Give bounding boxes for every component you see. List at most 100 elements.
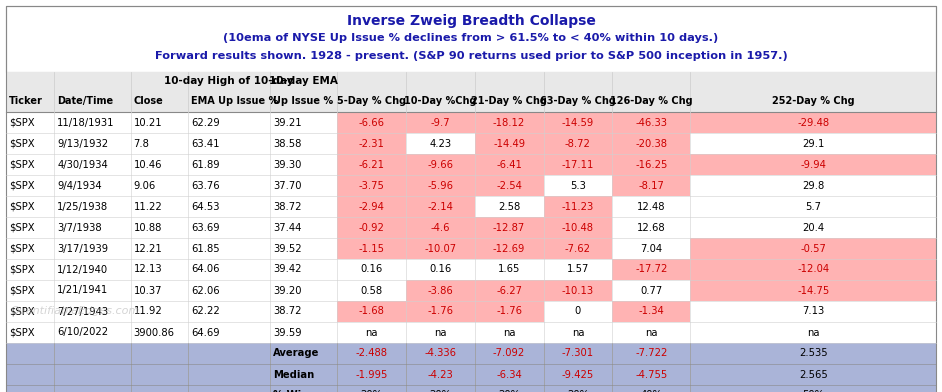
- Text: Median: Median: [273, 370, 315, 379]
- Bar: [6, 280, 936, 301]
- Bar: [544, 259, 612, 280]
- Text: 12.21: 12.21: [134, 243, 162, 254]
- Text: 7.8: 7.8: [134, 138, 150, 149]
- Text: -3.75: -3.75: [359, 180, 384, 191]
- Text: -29.48: -29.48: [797, 118, 829, 127]
- Text: -17.11: -17.11: [561, 160, 594, 169]
- Text: -5.96: -5.96: [428, 180, 453, 191]
- Bar: [612, 133, 690, 154]
- Text: 64.53: 64.53: [191, 201, 219, 212]
- Bar: [544, 112, 612, 133]
- Text: % Winners: % Winners: [273, 390, 333, 392]
- Text: -8.17: -8.17: [639, 180, 664, 191]
- Text: 5.7: 5.7: [805, 201, 821, 212]
- Text: 64.06: 64.06: [191, 265, 219, 274]
- Text: 1/12/1940: 1/12/1940: [57, 265, 108, 274]
- Bar: [475, 322, 544, 343]
- Bar: [612, 322, 690, 343]
- Text: 9/4/1934: 9/4/1934: [57, 180, 102, 191]
- Bar: [406, 259, 475, 280]
- Text: -12.69: -12.69: [493, 243, 526, 254]
- Text: 10.37: 10.37: [134, 285, 162, 296]
- Text: na: na: [645, 327, 658, 338]
- Text: 39.42: 39.42: [273, 265, 301, 274]
- Bar: [544, 280, 612, 301]
- Text: na: na: [503, 327, 515, 338]
- Text: Average: Average: [273, 348, 319, 359]
- Bar: [690, 154, 936, 175]
- Bar: [690, 322, 936, 343]
- Bar: [406, 301, 475, 322]
- Text: 50%: 50%: [803, 390, 824, 392]
- Text: -4.23: -4.23: [428, 370, 453, 379]
- Text: -7.301: -7.301: [561, 348, 594, 359]
- Bar: [612, 280, 690, 301]
- Bar: [690, 196, 936, 217]
- Text: -9.425: -9.425: [561, 370, 594, 379]
- Bar: [337, 217, 406, 238]
- Bar: [612, 238, 690, 259]
- Bar: [612, 112, 690, 133]
- Text: na: na: [434, 327, 447, 338]
- Bar: [612, 301, 690, 322]
- Text: -10.13: -10.13: [561, 285, 594, 296]
- Bar: [406, 238, 475, 259]
- Text: 4.23: 4.23: [430, 138, 451, 149]
- Text: 63.76: 63.76: [191, 180, 219, 191]
- Text: -2.14: -2.14: [428, 201, 453, 212]
- Text: 62.06: 62.06: [191, 285, 219, 296]
- Bar: [6, 343, 936, 364]
- Bar: [6, 322, 936, 343]
- Text: -2.31: -2.31: [359, 138, 384, 149]
- Bar: [406, 280, 475, 301]
- Text: -14.49: -14.49: [493, 138, 526, 149]
- Text: 10-Day %Chg: 10-Day %Chg: [404, 96, 477, 106]
- Text: $SPX: $SPX: [9, 243, 35, 254]
- Bar: [6, 154, 936, 175]
- Text: 20%: 20%: [498, 390, 520, 392]
- Bar: [6, 196, 936, 217]
- Bar: [6, 364, 936, 385]
- Bar: [337, 133, 406, 154]
- Text: 11.22: 11.22: [134, 201, 162, 212]
- Text: 6/10/2022: 6/10/2022: [57, 327, 108, 338]
- Text: -8.72: -8.72: [565, 138, 591, 149]
- Text: -2.54: -2.54: [496, 180, 522, 191]
- Text: na: na: [365, 327, 378, 338]
- Text: 10.46: 10.46: [134, 160, 162, 169]
- Text: na: na: [807, 327, 820, 338]
- Text: -0.57: -0.57: [801, 243, 826, 254]
- Text: na: na: [572, 327, 584, 338]
- Bar: [337, 322, 406, 343]
- Text: 7/27/1943: 7/27/1943: [57, 307, 108, 316]
- Bar: [406, 133, 475, 154]
- Bar: [690, 175, 936, 196]
- Text: -1.76: -1.76: [496, 307, 522, 316]
- Bar: [6, 72, 936, 90]
- Text: 3/7/1938: 3/7/1938: [57, 223, 102, 232]
- Text: 10-day EMA: 10-day EMA: [269, 76, 338, 86]
- Text: 7.13: 7.13: [803, 307, 824, 316]
- Bar: [475, 217, 544, 238]
- Text: 10.21: 10.21: [134, 118, 162, 127]
- Text: -9.7: -9.7: [430, 118, 450, 127]
- Text: Close: Close: [134, 96, 163, 106]
- Text: 39.20: 39.20: [273, 285, 301, 296]
- Text: 38.72: 38.72: [273, 307, 301, 316]
- Text: Up Issue %: Up Issue %: [273, 96, 333, 106]
- Bar: [690, 280, 936, 301]
- Text: $SPX: $SPX: [9, 265, 35, 274]
- Text: -3.86: -3.86: [428, 285, 453, 296]
- Text: -6.21: -6.21: [359, 160, 384, 169]
- Text: -2.488: -2.488: [355, 348, 387, 359]
- Text: 39.21: 39.21: [273, 118, 301, 127]
- Text: -4.755: -4.755: [635, 370, 668, 379]
- Bar: [337, 112, 406, 133]
- Text: (10ema of NYSE Up Issue % declines from > 61.5% to < 40% within 10 days.): (10ema of NYSE Up Issue % declines from …: [223, 33, 719, 43]
- Text: -16.25: -16.25: [635, 160, 668, 169]
- Bar: [612, 217, 690, 238]
- Bar: [475, 112, 544, 133]
- Text: 20%: 20%: [361, 390, 382, 392]
- Bar: [475, 154, 544, 175]
- Text: 38.58: 38.58: [273, 138, 301, 149]
